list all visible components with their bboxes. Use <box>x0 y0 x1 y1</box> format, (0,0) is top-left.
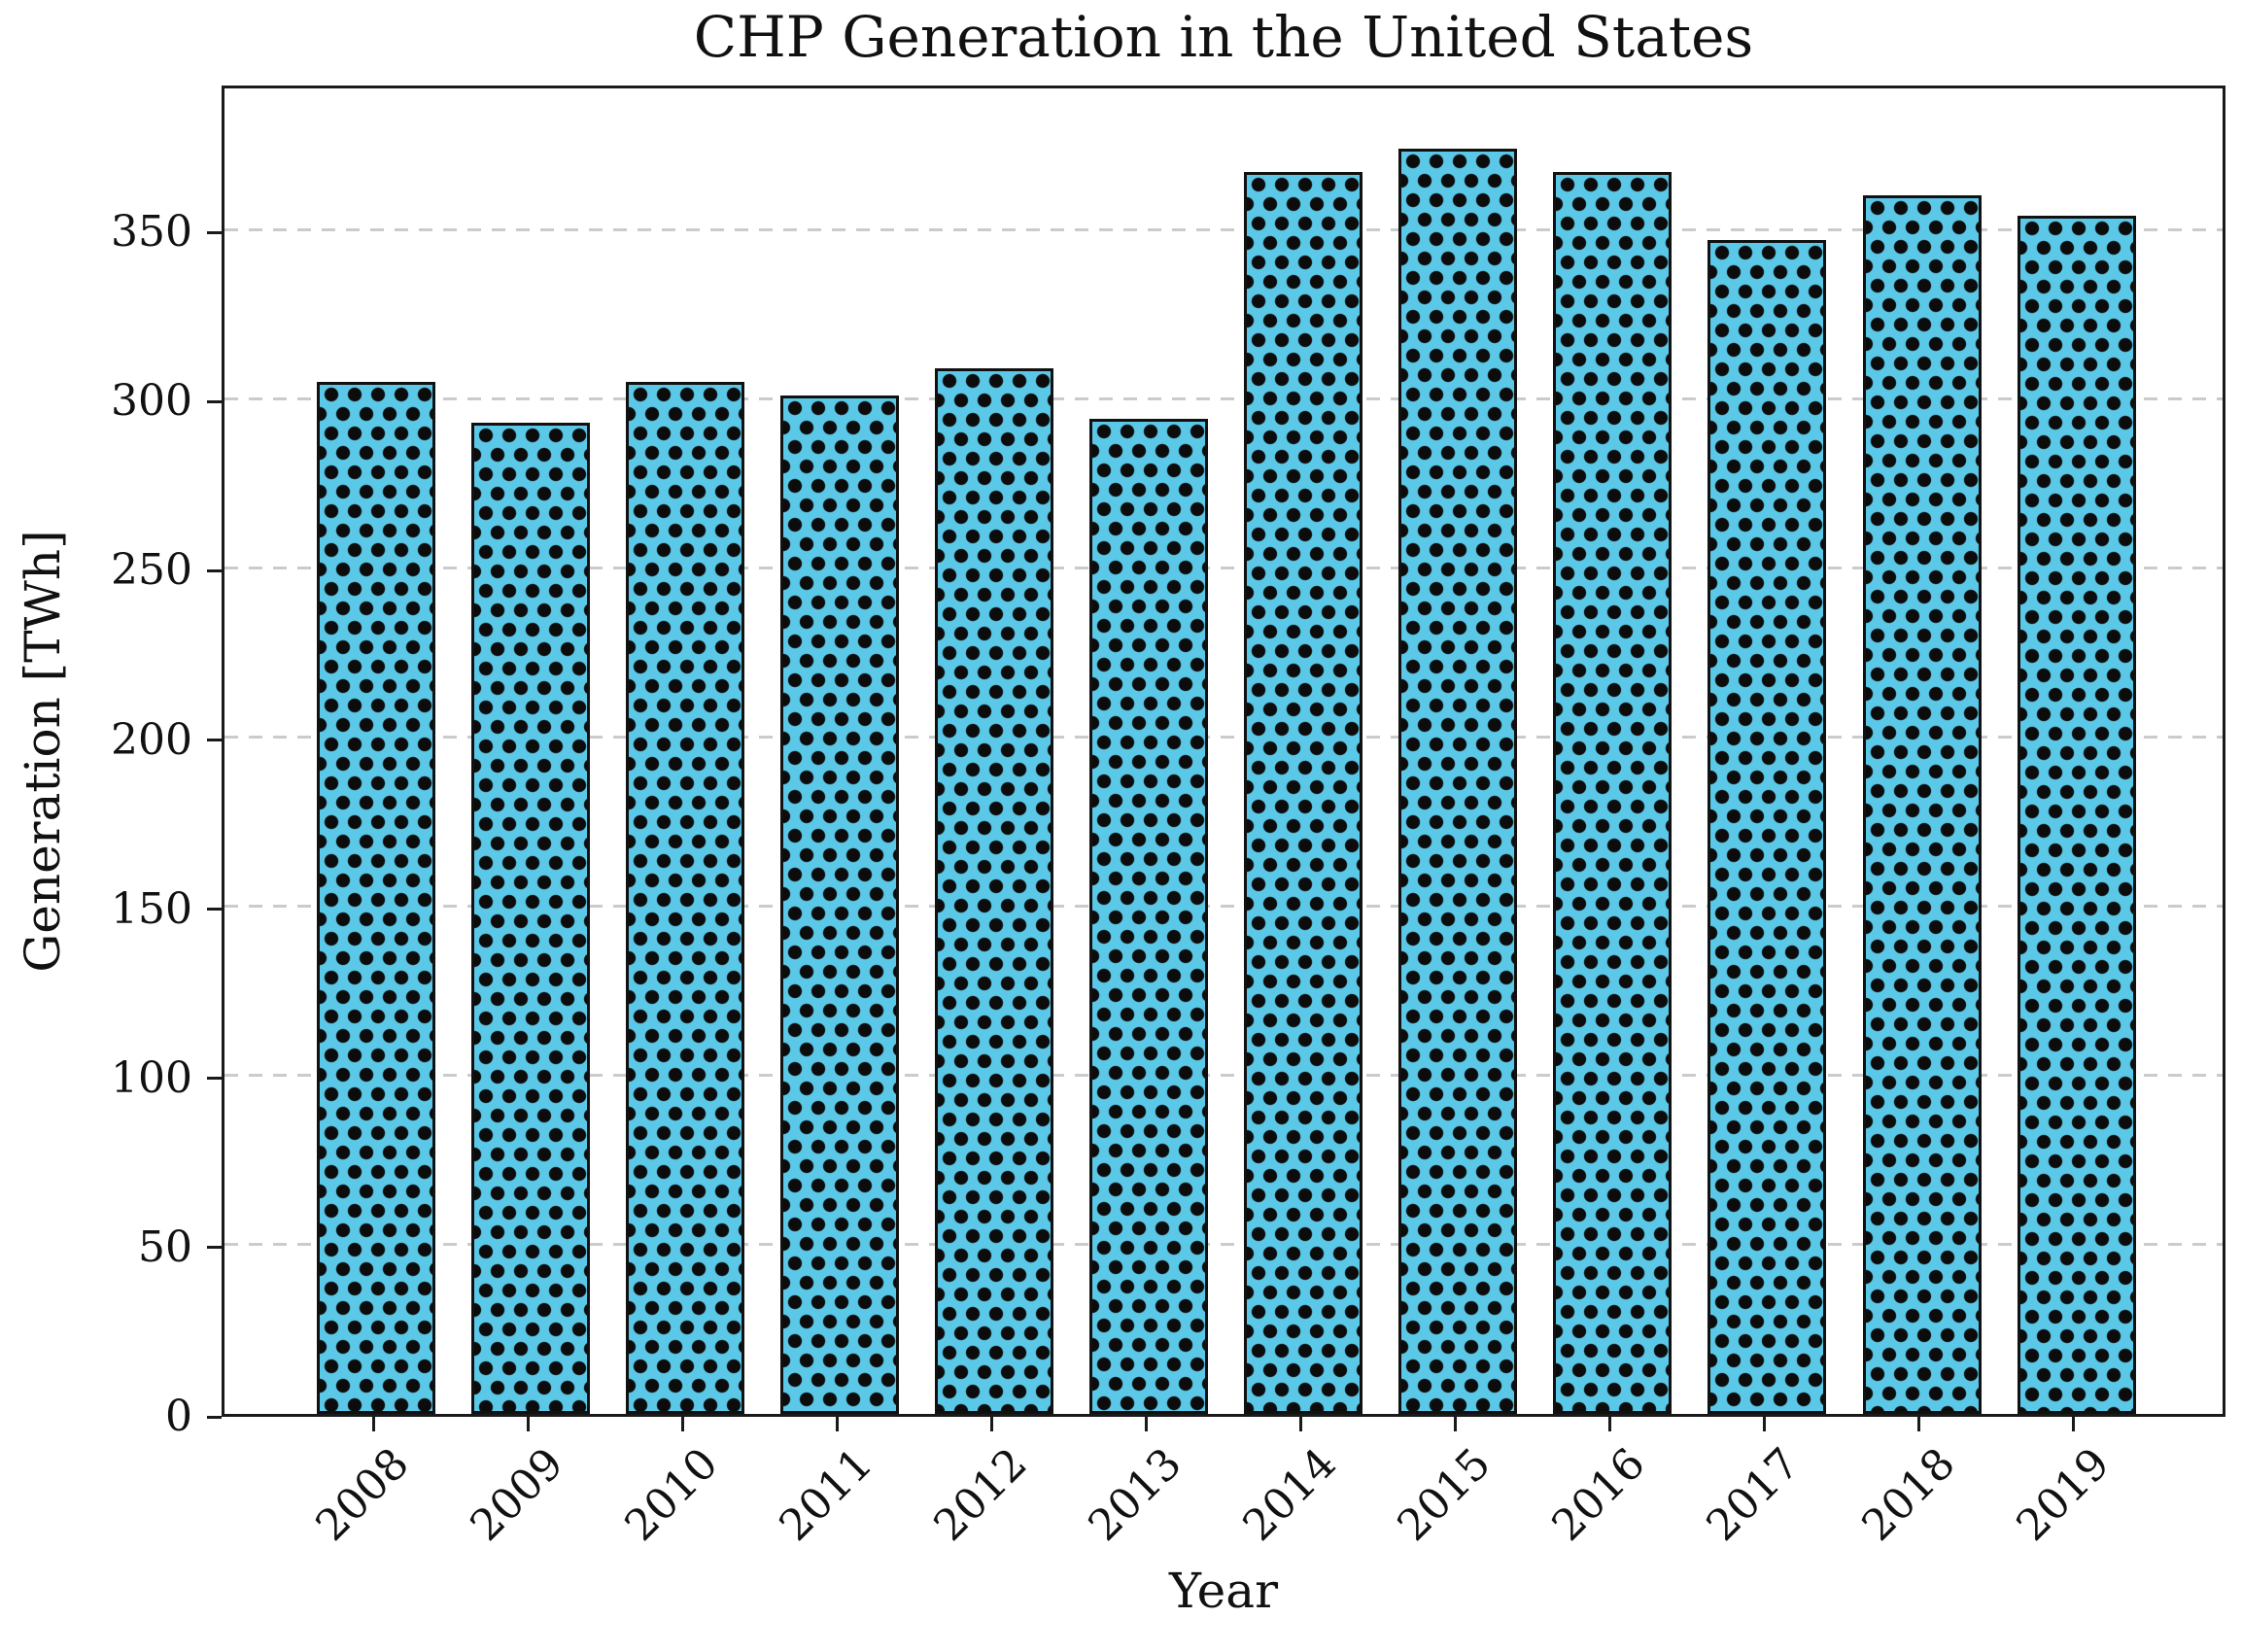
gridline-200 <box>224 736 2223 740</box>
bar-2010 <box>626 381 745 1414</box>
y-tick-mark-200 <box>207 739 222 741</box>
bar-2018 <box>1862 195 1982 1414</box>
gridline-350 <box>224 227 2223 231</box>
bar-2011 <box>780 395 900 1414</box>
y-tick-label-100: 100 <box>111 1052 192 1103</box>
bar-2008 <box>317 381 435 1414</box>
y-tick-mark-250 <box>207 568 222 572</box>
bar-2015 <box>1398 148 1518 1414</box>
bar-2017 <box>1707 239 1827 1414</box>
y-tick-mark-300 <box>207 399 222 403</box>
x-tick-mark-2016 <box>1607 1417 1611 1431</box>
y-tick-mark-100 <box>207 1077 222 1081</box>
chart-title: CHP Generation in the United States <box>693 4 1754 70</box>
x-tick-mark-2019 <box>2072 1417 2076 1431</box>
y-tick-label-250: 250 <box>111 545 192 596</box>
y-tick-label-0: 0 <box>165 1392 192 1441</box>
x-tick-mark-2015 <box>1453 1417 1457 1431</box>
bar-2009 <box>471 422 591 1414</box>
bar-2013 <box>1089 419 1209 1414</box>
x-tick-mark-2018 <box>1917 1417 1920 1431</box>
y-tick-label-50: 50 <box>138 1222 192 1272</box>
gridline-300 <box>224 396 2223 400</box>
gridline-250 <box>224 566 2223 569</box>
x-tick-mark-2017 <box>1762 1417 1766 1431</box>
bar-2016 <box>1553 171 1673 1414</box>
gridline-100 <box>224 1074 2223 1078</box>
x-tick-mark-2011 <box>835 1417 839 1431</box>
y-tick-mark-0 <box>207 1415 222 1419</box>
bar-2019 <box>2017 216 2136 1414</box>
y-tick-label-200: 200 <box>111 714 192 765</box>
plot-area <box>222 86 2225 1417</box>
y-tick-label-350: 350 <box>111 207 192 258</box>
y-tick-mark-50 <box>207 1246 222 1250</box>
y-tick-mark-350 <box>207 230 222 234</box>
x-tick-mark-2012 <box>989 1417 993 1431</box>
gridline-150 <box>224 905 2223 909</box>
x-tick-mark-2009 <box>526 1417 530 1431</box>
bar-2014 <box>1244 171 1363 1414</box>
x-tick-mark-2014 <box>1298 1417 1302 1431</box>
x-tick-mark-2008 <box>371 1417 375 1431</box>
y-tick-label-300: 300 <box>111 376 192 427</box>
gridline-50 <box>224 1243 2223 1247</box>
x-tick-mark-2013 <box>1144 1417 1148 1431</box>
x-tick-mark-2010 <box>680 1417 684 1431</box>
bar-2012 <box>935 367 1054 1414</box>
y-tick-label-150: 150 <box>111 883 192 934</box>
y-tick-mark-150 <box>207 908 222 912</box>
x-axis-label: Year <box>1169 1563 1278 1619</box>
